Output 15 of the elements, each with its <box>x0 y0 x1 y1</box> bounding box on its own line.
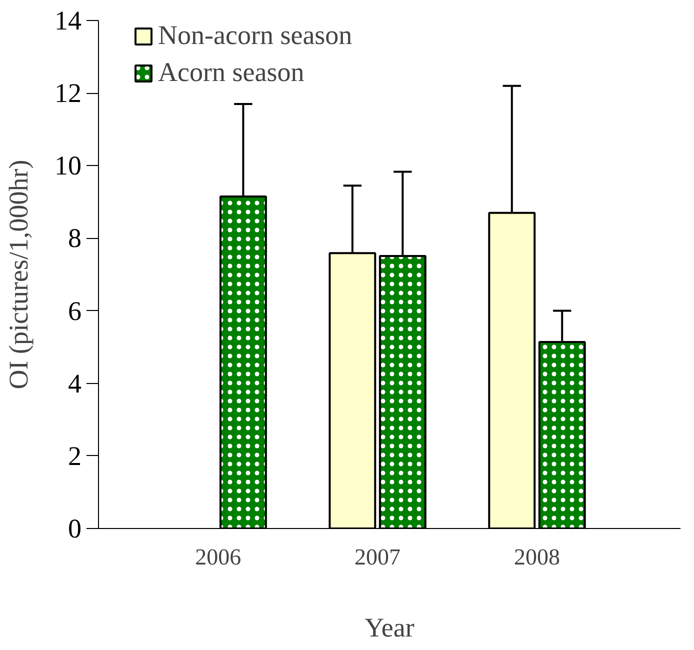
legend-label: Non-acorn season <box>158 20 352 51</box>
y-tick-label: 12 <box>54 78 82 108</box>
x-tick-label: 2006 <box>195 544 242 570</box>
y-tick-label: 8 <box>68 223 82 254</box>
y-tick-label: 0 <box>68 514 82 544</box>
y-tick-label: 10 <box>54 150 82 181</box>
y-tick-label: 4 <box>68 368 82 398</box>
y-axis-title: OI (pictures/1,000hr) <box>4 160 34 390</box>
y-tick-label: 2 <box>68 440 82 471</box>
x-axis-title: Year <box>364 612 414 642</box>
legend-label: Acorn season <box>158 57 304 88</box>
x-tick-label: 2008 <box>514 544 560 570</box>
y-tick-label: 14 <box>54 6 82 36</box>
y-tick-label: 6 <box>68 296 82 326</box>
x-tick-label: 2007 <box>354 544 401 570</box>
